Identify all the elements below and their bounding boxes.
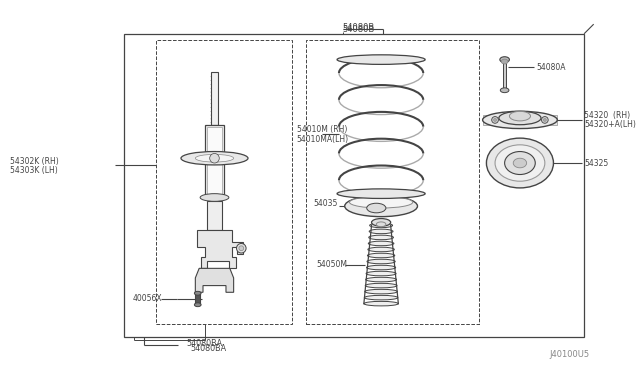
Ellipse shape bbox=[195, 154, 234, 162]
Ellipse shape bbox=[368, 241, 394, 246]
Circle shape bbox=[541, 116, 548, 123]
Ellipse shape bbox=[369, 235, 394, 240]
Ellipse shape bbox=[337, 55, 425, 64]
Circle shape bbox=[492, 116, 499, 123]
Ellipse shape bbox=[367, 203, 386, 213]
Ellipse shape bbox=[349, 196, 413, 208]
Text: 54320  (RH): 54320 (RH) bbox=[584, 110, 630, 120]
Text: 54080BA: 54080BA bbox=[191, 344, 227, 353]
Ellipse shape bbox=[365, 283, 397, 288]
Ellipse shape bbox=[499, 111, 541, 125]
Text: 40056X: 40056X bbox=[132, 295, 162, 304]
Polygon shape bbox=[195, 268, 234, 292]
Ellipse shape bbox=[181, 151, 248, 165]
Ellipse shape bbox=[504, 151, 535, 174]
Ellipse shape bbox=[367, 259, 396, 264]
Ellipse shape bbox=[365, 277, 397, 282]
Circle shape bbox=[543, 119, 547, 121]
Text: 54080B: 54080B bbox=[343, 25, 375, 35]
Text: 54010MA(LH): 54010MA(LH) bbox=[297, 135, 349, 144]
Text: 54035: 54035 bbox=[313, 199, 337, 208]
Ellipse shape bbox=[369, 229, 393, 234]
Circle shape bbox=[239, 246, 244, 251]
Ellipse shape bbox=[195, 303, 201, 307]
Text: J40100U5: J40100U5 bbox=[550, 350, 589, 359]
Ellipse shape bbox=[501, 59, 508, 64]
Circle shape bbox=[210, 153, 220, 163]
Text: 54080BA: 54080BA bbox=[187, 339, 223, 347]
Bar bbox=[207, 126, 222, 195]
Bar bbox=[207, 201, 222, 230]
Ellipse shape bbox=[376, 222, 386, 227]
Text: 54080B: 54080B bbox=[343, 23, 375, 32]
Text: 54010M (RH): 54010M (RH) bbox=[297, 125, 348, 134]
Bar bbox=[503, 60, 506, 90]
Ellipse shape bbox=[372, 219, 390, 226]
Bar bbox=[211, 72, 218, 125]
Bar bbox=[307, 41, 479, 324]
Bar bbox=[195, 293, 200, 305]
Bar bbox=[156, 41, 292, 324]
Ellipse shape bbox=[500, 57, 509, 62]
Ellipse shape bbox=[370, 223, 392, 228]
Ellipse shape bbox=[367, 265, 396, 270]
Ellipse shape bbox=[365, 289, 397, 294]
Ellipse shape bbox=[337, 189, 425, 198]
Bar bbox=[483, 115, 557, 125]
Ellipse shape bbox=[486, 138, 554, 188]
Text: 54325: 54325 bbox=[584, 158, 609, 167]
Ellipse shape bbox=[368, 247, 394, 252]
Bar bbox=[205, 125, 224, 196]
Ellipse shape bbox=[366, 271, 396, 276]
Polygon shape bbox=[197, 230, 243, 268]
Text: 54302K (RH): 54302K (RH) bbox=[10, 157, 58, 166]
Ellipse shape bbox=[345, 196, 417, 217]
Ellipse shape bbox=[513, 158, 527, 168]
Circle shape bbox=[493, 119, 497, 121]
Circle shape bbox=[237, 243, 246, 253]
Bar bbox=[125, 34, 584, 337]
Ellipse shape bbox=[500, 88, 509, 93]
Text: 54050M: 54050M bbox=[316, 260, 347, 269]
Text: 54320+A(LH): 54320+A(LH) bbox=[584, 120, 636, 129]
Text: 54303K (LH): 54303K (LH) bbox=[10, 166, 58, 175]
Ellipse shape bbox=[483, 111, 557, 129]
Text: 54080A: 54080A bbox=[536, 63, 566, 72]
Ellipse shape bbox=[495, 145, 545, 181]
Ellipse shape bbox=[364, 295, 398, 300]
Ellipse shape bbox=[364, 301, 398, 306]
Ellipse shape bbox=[200, 194, 229, 201]
Ellipse shape bbox=[367, 253, 395, 258]
Ellipse shape bbox=[195, 291, 201, 295]
Ellipse shape bbox=[509, 111, 531, 121]
